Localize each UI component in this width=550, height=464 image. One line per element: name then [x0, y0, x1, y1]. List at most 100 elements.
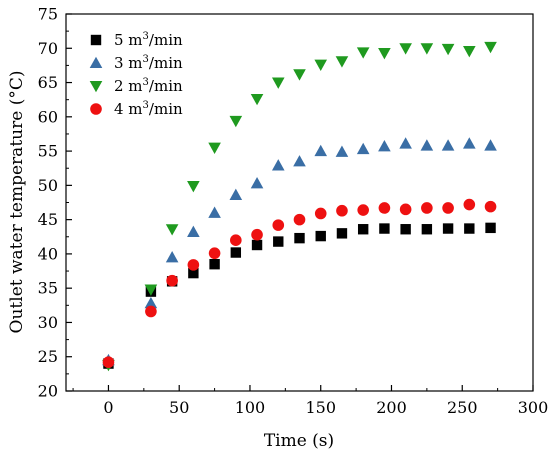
y-tick-label: 70 [38, 39, 58, 58]
y-tick-label: 20 [38, 382, 58, 401]
y-tick-label: 30 [38, 313, 58, 332]
data-point [187, 259, 200, 271]
data-point [335, 145, 349, 157]
legend-label: 4 m3/min [114, 100, 183, 118]
legend-label: 5 m3/min [114, 31, 183, 49]
data-point [293, 213, 306, 226]
legend-item: 2 m3/min [89, 77, 183, 95]
data-point [145, 305, 157, 318]
data-point [166, 274, 178, 287]
y-tick-label: 75 [38, 5, 58, 24]
x-tick-label: 50 [169, 398, 189, 417]
data-point [273, 236, 284, 247]
x-tick-label: 250 [447, 398, 478, 417]
data-point [335, 56, 349, 68]
data-point [187, 181, 200, 193]
y-axis-title: Outlet water temperature (°C) [7, 71, 27, 334]
data-point [336, 204, 348, 217]
series-3 [102, 41, 497, 372]
x-tick-label: 0 [103, 398, 113, 417]
data-point [144, 284, 158, 296]
y-tick-label: 25 [38, 347, 58, 366]
y-tick-label: 60 [38, 107, 58, 126]
data-point [315, 230, 326, 242]
data-point [399, 203, 412, 216]
data-point [230, 234, 242, 246]
y-tick-label: 55 [38, 142, 58, 161]
data-point [420, 43, 434, 55]
legend: 5 m3/min 3 m3/min 2 m3/min 4 m3/min [89, 31, 183, 118]
data-point [484, 139, 497, 151]
y-tick-label: 35 [38, 279, 58, 298]
data-point [399, 137, 412, 149]
data-point [485, 222, 496, 234]
x-tick-label: 300 [518, 398, 549, 417]
legend-item: 3 m3/min [89, 54, 183, 72]
data-point [379, 223, 390, 234]
y-tick-label: 40 [38, 244, 58, 263]
y-tick-label: 65 [38, 73, 58, 92]
data-point [336, 228, 348, 239]
data-point [209, 258, 220, 270]
data-point [272, 219, 285, 231]
data-point [188, 267, 199, 279]
data-point [356, 142, 370, 155]
data-point [208, 206, 221, 218]
data-point [165, 224, 179, 236]
data-point [399, 43, 412, 55]
legend-item: 5 m3/min [90, 31, 183, 49]
legend-label: 3 m3/min [114, 54, 183, 72]
y-axis-ticks: 20 25 30 35 40 45 50 55 60 65 70 75 [38, 5, 72, 401]
data-point [400, 224, 411, 235]
data-point [230, 247, 242, 258]
data-point [378, 139, 391, 152]
data-point [463, 137, 476, 149]
data-point [463, 198, 476, 211]
data-point [442, 202, 454, 214]
y-tick-label: 45 [38, 210, 58, 229]
x-tick-label: 150 [305, 398, 336, 417]
data-point [144, 296, 158, 309]
data-point [229, 188, 243, 200]
data-point [357, 204, 369, 216]
data-point [229, 115, 243, 128]
data-point [208, 142, 221, 154]
data-point [271, 159, 285, 171]
data-point [250, 93, 264, 106]
x-tick-label: 100 [235, 398, 266, 417]
data-point [102, 356, 115, 369]
data-point [314, 144, 328, 157]
data-point [357, 224, 369, 235]
data-point [208, 247, 221, 260]
data-point [421, 224, 433, 235]
data-point [251, 228, 263, 241]
data-point [441, 139, 455, 151]
data-point [314, 59, 328, 72]
legend-marker [90, 34, 102, 46]
data-point [314, 207, 327, 220]
data-point [442, 223, 454, 234]
data-point [356, 47, 370, 59]
data-point [165, 251, 179, 263]
data-point [251, 239, 263, 251]
data-point [463, 45, 476, 58]
data-point [378, 202, 391, 214]
series-2 [102, 137, 497, 366]
data-point [421, 202, 433, 214]
data-point [293, 155, 306, 167]
data-points [102, 41, 497, 372]
data-point [250, 177, 264, 189]
legend-marker [89, 80, 103, 93]
data-point [441, 43, 455, 56]
series-4 [102, 198, 497, 369]
data-point [420, 139, 434, 151]
data-point [484, 41, 497, 54]
data-point [294, 232, 305, 244]
data-point [378, 48, 391, 60]
data-point [293, 69, 306, 81]
series-1 [103, 222, 496, 369]
data-point [484, 200, 497, 213]
legend-label: 2 m3/min [114, 77, 183, 95]
data-point [271, 77, 285, 89]
